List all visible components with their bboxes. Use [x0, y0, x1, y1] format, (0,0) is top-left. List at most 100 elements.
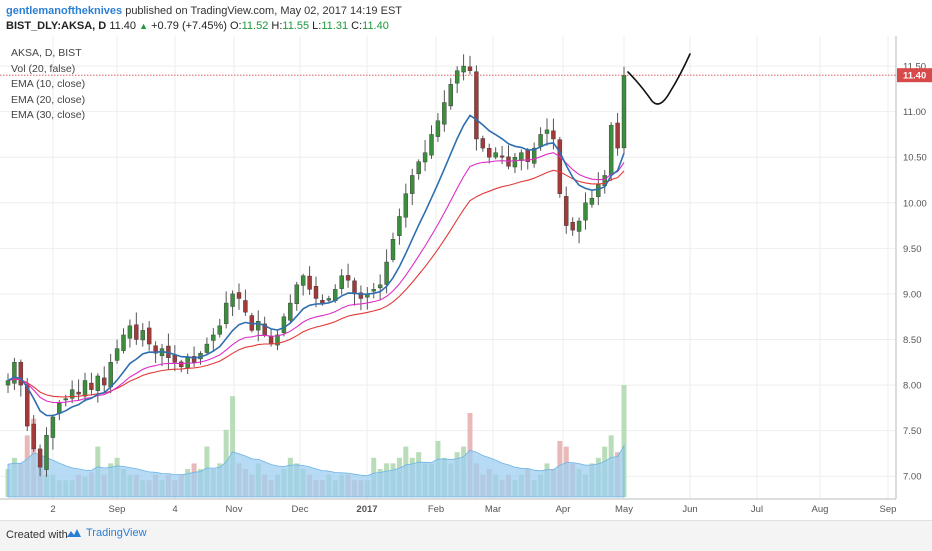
price-change: +0.79 (+7.45%)	[151, 20, 227, 32]
high-value: 11.55	[282, 20, 310, 32]
candle-body	[127, 325, 133, 339]
x-axis[interactable]: 2 Sep 4 Nov Dec 2017 Feb Mar Apr May Jun Jul Aug Sep	[0, 498, 897, 515]
candle-body	[544, 129, 550, 134]
candle-body	[108, 362, 113, 388]
candle-body	[442, 102, 447, 125]
candle-body	[37, 448, 43, 468]
candle-body	[467, 66, 473, 71]
candle-body	[499, 155, 505, 158]
candle-body	[307, 275, 312, 290]
candle-body	[326, 298, 332, 301]
candle-body	[82, 380, 88, 397]
candle-body	[320, 299, 325, 304]
candle-body	[583, 202, 588, 221]
close-label: C:	[351, 20, 363, 32]
candle-body	[339, 275, 344, 289]
candle-body	[448, 84, 453, 107]
candle-body	[211, 334, 216, 341]
candle-body	[422, 152, 428, 163]
x-tick-label: May	[615, 504, 633, 515]
volume-bar	[621, 385, 627, 497]
candlesticks	[5, 54, 627, 477]
last-price-tag-label: 11.40	[903, 71, 926, 82]
open-label: O:	[229, 20, 242, 32]
high-label: H:	[271, 20, 283, 32]
candle-body	[570, 221, 575, 231]
candle-body	[31, 423, 36, 450]
candle-body	[12, 362, 17, 384]
candle-body	[172, 354, 178, 363]
x-tick-label: 4	[172, 504, 177, 515]
last-price: 11.40	[109, 20, 137, 32]
candle-body	[371, 289, 376, 292]
x-tick-label: Sep	[880, 504, 897, 515]
candle-body	[153, 345, 158, 354]
y-axis[interactable]: 7.00 7.50 8.00 8.50 9.00 9.50 10.00 10.50 11.00 1…	[895, 36, 932, 499]
candle-body	[608, 125, 614, 176]
volume-bar	[230, 396, 236, 497]
legend-symbol[interactable]: AKSA, D, BIST	[11, 47, 82, 59]
candle-body	[140, 330, 145, 341]
candle-body	[403, 193, 409, 218]
candle-body	[538, 134, 543, 147]
candle-body	[281, 316, 287, 334]
x-tick-label: 2	[50, 504, 55, 515]
price-chart[interactable]: 7.00 7.50 8.00 8.50 9.00 9.50 10.00 10.50 11.00 1…	[0, 36, 932, 520]
ema-lines	[7, 114, 625, 417]
candle-body	[397, 216, 402, 236]
footer: Created with TradingView	[0, 520, 932, 551]
candle-body	[531, 147, 537, 164]
candle-body	[358, 292, 364, 299]
publish-line: gentlemanoftheknives published on Tradin…	[6, 5, 402, 17]
y-tick-label: 10.00	[903, 198, 927, 209]
ema20-line	[7, 152, 625, 404]
candle-body	[384, 261, 389, 285]
projection-drawing[interactable]	[627, 53, 691, 105]
low-label: L:	[312, 20, 322, 32]
volume-bars	[5, 385, 627, 498]
candle-body	[429, 134, 434, 156]
candle-body	[95, 375, 101, 391]
candle-body	[50, 416, 56, 438]
tradingview-logo-icon	[67, 529, 81, 537]
open-value: 11.52	[241, 20, 269, 32]
candle-body	[410, 175, 415, 194]
candle-body	[268, 336, 274, 345]
y-tick-label: 8.50	[903, 335, 922, 346]
y-tick-label: 9.00	[903, 289, 922, 300]
author-link[interactable]: gentlemanoftheknives	[6, 5, 123, 17]
legend-ema10[interactable]: EMA (10, close)	[11, 78, 86, 90]
tradingview-brand[interactable]: TradingView	[66, 527, 147, 539]
candle-body	[487, 148, 492, 158]
candle-body	[461, 65, 466, 73]
symbol-name[interactable]: BIST_DLY:AKSA, D	[6, 20, 107, 32]
candle-body	[474, 71, 479, 140]
candle-body	[288, 302, 293, 321]
candle-body	[5, 380, 11, 386]
candle-body	[480, 138, 486, 149]
candle-body	[294, 284, 299, 304]
legend-ema20[interactable]: EMA (20, close)	[11, 93, 86, 106]
chart-area[interactable]: 7.00 7.50 8.00 8.50 9.00 9.50 10.00 10.50 11.00 1…	[0, 36, 932, 520]
ema10-line	[7, 114, 625, 417]
candle-body	[18, 362, 24, 386]
candle-body	[76, 391, 81, 395]
candle-body	[134, 324, 139, 340]
candle-body	[275, 334, 280, 346]
x-tick-label: 2017	[356, 504, 377, 515]
candle-body	[390, 239, 396, 260]
candle-body	[146, 327, 152, 345]
legend-volume[interactable]: Vol (20, false)	[11, 62, 76, 75]
indicator-legend: AKSA, D, BIST Vol (20, false) EMA (10, c…	[11, 46, 85, 124]
candle-body	[300, 275, 306, 286]
last-price-tag	[897, 68, 932, 83]
published-text: published on TradingView.com, May 02, 20…	[122, 5, 403, 17]
y-tick-label: 10.50	[903, 153, 927, 164]
candle-body	[512, 157, 518, 168]
candle-body	[236, 292, 242, 299]
low-value: 11.31	[321, 20, 349, 32]
candle-body	[63, 398, 68, 401]
legend-ema30[interactable]: EMA (30, close)	[11, 109, 86, 121]
x-tick-label: Sep	[109, 504, 126, 515]
chart-header: gentlemanoftheknives published on Tradin…	[0, 0, 932, 36]
